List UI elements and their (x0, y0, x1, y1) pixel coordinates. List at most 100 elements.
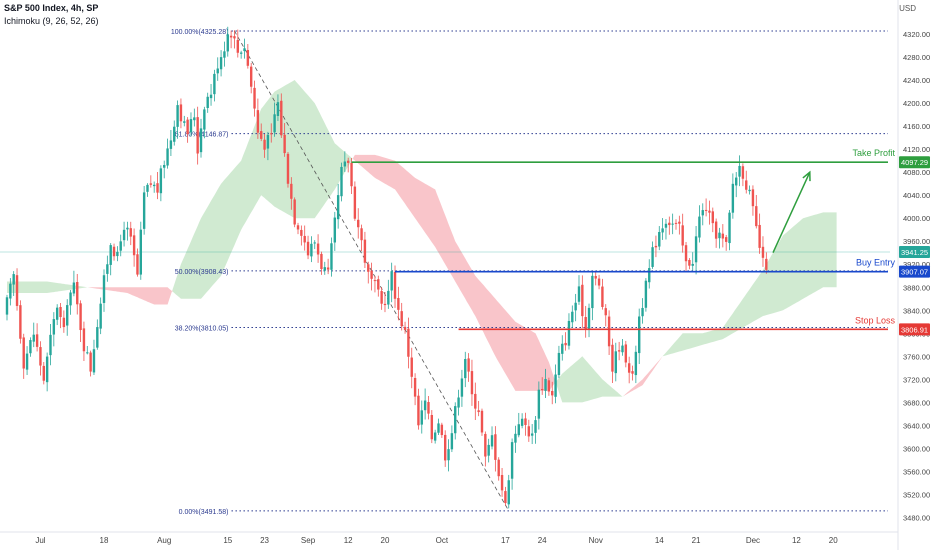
candle-body (661, 228, 664, 233)
candle-body (216, 68, 219, 74)
candle-body (420, 410, 423, 425)
candle-body (541, 388, 544, 391)
candle-body (106, 264, 109, 274)
candle-body (249, 66, 253, 87)
trade-levels: Take Profit Buy Entry Stop Loss (351, 148, 895, 331)
time-tick-label: Jul (35, 536, 45, 545)
candle-body (310, 243, 313, 257)
candle-body (246, 50, 250, 66)
cloud-bullish-segment (662, 212, 837, 357)
candle-body (129, 228, 132, 237)
candle-body (213, 73, 216, 95)
fib-label-2: 50.00%(3908.43) (175, 269, 229, 276)
candle-body (651, 247, 654, 267)
time-tick-label: 23 (260, 536, 269, 545)
candle-body (567, 320, 571, 346)
candle-body (611, 344, 614, 372)
candle-body (621, 345, 624, 353)
candle-body (634, 351, 638, 376)
candle-body (413, 377, 417, 397)
buy-entry-badge (899, 265, 930, 278)
candle-body (674, 222, 678, 224)
cloud-bearish-segment (624, 356, 663, 396)
price-tick-label: 4280.00 (903, 53, 930, 62)
candle-body (102, 275, 106, 303)
candle-body (668, 222, 671, 226)
cloud-bearish-segment (353, 154, 556, 391)
candle-body (313, 242, 316, 244)
candle-body (12, 274, 15, 285)
candle-body (336, 195, 340, 220)
time-tick-label: 18 (100, 536, 109, 545)
candle-body (504, 491, 507, 504)
candle-body (139, 229, 142, 275)
candle-body (176, 105, 179, 127)
candle-body (397, 298, 400, 310)
buy-entry-badge-text: 3907.07 (901, 268, 928, 277)
candle-body (59, 306, 62, 318)
candle-body (340, 166, 343, 197)
candle-body (45, 356, 49, 383)
candle-body (9, 283, 12, 299)
candle-body (417, 395, 420, 426)
candle-body (407, 328, 410, 357)
candle-body (400, 311, 403, 327)
candle-body (383, 303, 387, 306)
candle-body (296, 225, 300, 230)
candle-body (577, 286, 581, 302)
candle-body (470, 371, 474, 395)
candle-body (316, 243, 320, 255)
candle-body (494, 434, 497, 460)
candle-body (561, 343, 564, 354)
candle-body (280, 100, 283, 136)
candle-body (601, 286, 604, 307)
candle-body (223, 51, 226, 58)
candle-body (357, 219, 360, 228)
candle-body (514, 433, 517, 443)
candle-body (52, 319, 56, 335)
candle-body (427, 402, 430, 414)
candle-body (243, 48, 246, 52)
candle-body (447, 449, 450, 461)
price-tick-label: 3680.00 (903, 398, 930, 407)
last-price-badge (899, 246, 930, 259)
time-tick-label: Aug (157, 536, 171, 545)
candle-body (684, 245, 688, 262)
candle-body (380, 291, 383, 304)
candle-body (116, 251, 119, 257)
candle-body (721, 233, 725, 239)
candle-body (658, 232, 661, 247)
candle-body (72, 282, 76, 294)
candle-body (691, 263, 694, 266)
candle-body (273, 114, 276, 133)
candle-body (266, 134, 270, 149)
candle-body (614, 351, 617, 374)
candle-body (627, 363, 631, 373)
candle-body (587, 307, 591, 330)
candle-body (741, 166, 745, 179)
candle-body (96, 327, 99, 348)
candle-body (551, 390, 554, 396)
candle-body (236, 40, 240, 53)
stop-loss-badge-text: 3806.91 (901, 325, 928, 334)
candle-body (454, 406, 457, 434)
candle-body (199, 128, 203, 153)
time-tick-label: Oct (436, 536, 449, 545)
price-tick-label: 3480.00 (903, 514, 930, 523)
candle-body (718, 232, 721, 239)
candle-body (711, 211, 714, 224)
cloud-bearish-segment (89, 287, 173, 305)
candle-body (333, 217, 337, 243)
candle-body (507, 480, 510, 505)
candle-body (122, 229, 126, 241)
candle-body (35, 334, 39, 347)
candle-body (173, 126, 176, 142)
candle-body (437, 423, 440, 433)
price-tick-label: 3600.00 (903, 444, 930, 453)
candle-body (306, 241, 310, 256)
candle-body (25, 353, 29, 370)
candle-body (694, 236, 698, 263)
candle-body (450, 433, 454, 450)
candle-body (617, 350, 621, 352)
